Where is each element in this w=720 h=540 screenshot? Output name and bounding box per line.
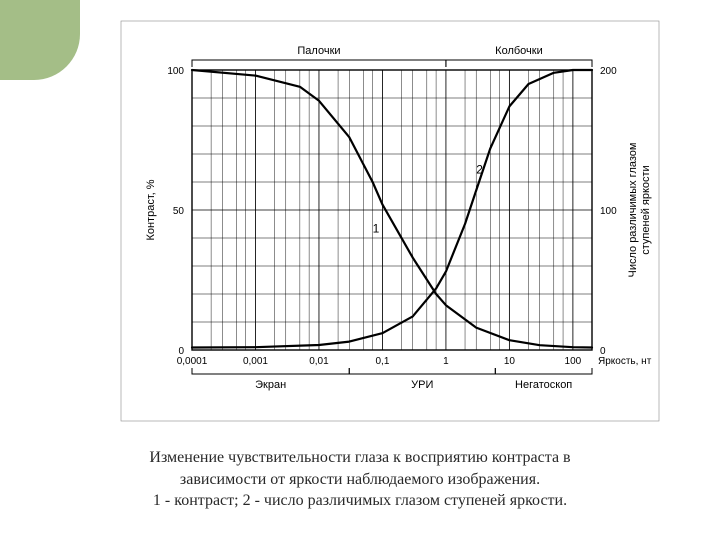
svg-text:0,1: 0,1: [375, 356, 389, 367]
svg-text:Негатоскоп: Негатоскоп: [515, 379, 572, 391]
svg-text:0: 0: [178, 346, 184, 357]
caption-line-3: 1 - контраст; 2 - число различимых глазо…: [0, 490, 720, 512]
caption-line-1: Изменение чувствительности глаза к воспр…: [0, 447, 720, 469]
svg-text:Экран: Экран: [255, 379, 286, 391]
chart: 120,00010,0010,010,1110100Яркость, нт050…: [120, 20, 660, 430]
svg-text:ступеней яркости: ступеней яркости: [640, 165, 652, 254]
svg-text:0,001: 0,001: [243, 356, 268, 367]
corner-decoration: [0, 0, 110, 120]
svg-text:Колбочки: Колбочки: [495, 45, 543, 57]
svg-text:0: 0: [600, 346, 606, 357]
svg-text:200: 200: [600, 66, 617, 77]
svg-text:100: 100: [167, 66, 184, 77]
caption-line-2: зависимости от яркости наблюдаемого изоб…: [0, 469, 720, 491]
svg-text:0,0001: 0,0001: [177, 356, 208, 367]
svg-text:0,01: 0,01: [309, 356, 329, 367]
svg-text:50: 50: [173, 206, 185, 217]
svg-text:1: 1: [443, 356, 449, 367]
svg-text:Число различимых глазом: Число различимых глазом: [627, 143, 639, 278]
caption: Изменение чувствительности глаза к воспр…: [0, 447, 720, 512]
svg-text:10: 10: [504, 356, 516, 367]
svg-text:2: 2: [476, 163, 483, 177]
svg-text:1: 1: [373, 221, 380, 235]
svg-text:Контраст, %: Контраст, %: [145, 179, 157, 240]
svg-text:УРИ: УРИ: [411, 379, 433, 391]
svg-text:100: 100: [600, 206, 617, 217]
svg-text:Палочки: Палочки: [297, 45, 340, 57]
slide: 120,00010,0010,010,1110100Яркость, нт050…: [0, 0, 720, 540]
svg-text:Яркость, нт: Яркость, нт: [598, 356, 652, 367]
svg-text:100: 100: [565, 356, 582, 367]
